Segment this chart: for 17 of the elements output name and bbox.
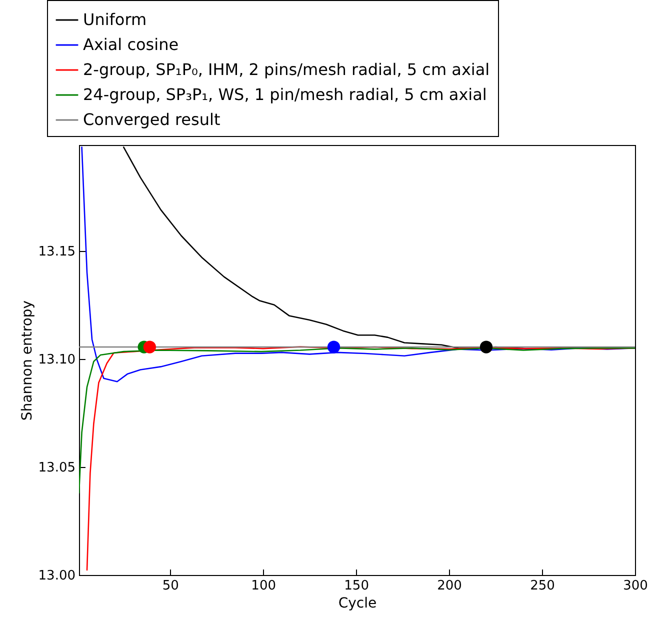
x-tick-label: 250 xyxy=(530,578,555,594)
y-tick-label: 13.05 xyxy=(38,460,76,476)
y-tick-label: 13.10 xyxy=(38,352,76,368)
legend-label: 24-group, SP₃P₁, WS, 1 pin/mesh radial, 5 cm axial xyxy=(83,85,487,104)
x-tick-label: 300 xyxy=(623,578,648,594)
y-tick-label: 13.00 xyxy=(38,568,76,584)
x-tick-label: 150 xyxy=(344,578,369,594)
x-axis-title: Cycle xyxy=(338,596,377,612)
legend-label: Uniform xyxy=(83,10,147,29)
legend-label: Converged result xyxy=(83,110,220,129)
legend-label: 2-group, SP₁P₀, IHM, 2 pins/mesh radial, 5 cm axial xyxy=(83,60,490,79)
x-tick-label: 200 xyxy=(437,578,462,594)
x-tick-label: 50 xyxy=(162,578,179,594)
legend-label: Axial cosine xyxy=(83,35,179,54)
x-tick-label: 100 xyxy=(251,578,276,594)
y-tick-label: 13.15 xyxy=(38,244,76,260)
y-axis-title: Shannon entropy xyxy=(19,300,36,421)
